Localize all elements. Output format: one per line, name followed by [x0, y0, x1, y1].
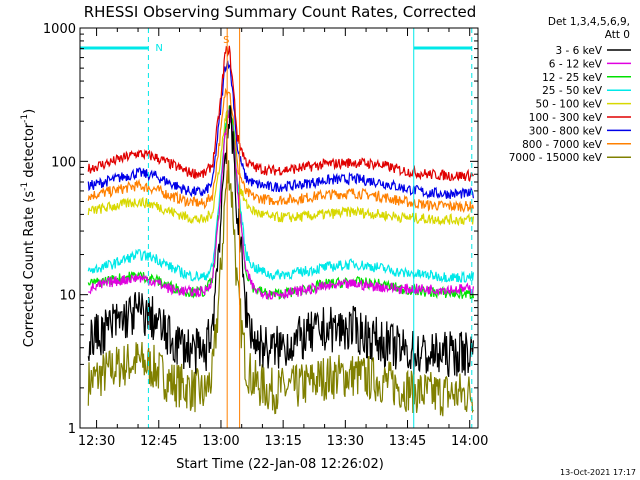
saa-marker-label: S: [223, 35, 229, 46]
legend-header-1: Att 0: [605, 29, 630, 41]
y-axis-label-exp1: -1: [20, 182, 30, 191]
series-line-0: [87, 105, 474, 378]
legend-label-4: 50 - 100 keV: [535, 99, 602, 111]
x-tick-label-1: 12:45: [140, 434, 177, 449]
legend-label-3: 25 - 50 keV: [542, 85, 603, 97]
series-line-8: [87, 160, 474, 417]
x-axis-label: Start Time (22-Jan-08 12:26:02): [176, 457, 384, 472]
legend-label-1: 6 - 12 keV: [549, 58, 603, 70]
legend-header-0: Det 1,3,4,5,6,9,: [548, 16, 630, 28]
legend-label-6: 300 - 800 keV: [529, 125, 603, 137]
time-marker-label-1: N: [155, 43, 162, 54]
series-line-1: [88, 108, 474, 300]
plot-area: NS: [79, 28, 474, 428]
y-tick-label-2: 100: [51, 155, 76, 170]
legend-label-8: 7000 - 15000 keV: [509, 152, 603, 164]
legend-label-2: 12 - 25 keV: [542, 72, 603, 84]
y-axis-label-mid: detector: [22, 122, 37, 182]
legend-label-0: 3 - 6 keV: [555, 45, 602, 57]
x-axis: 12:30 12:45 13:00 13:15 13:30 13:45 14:00: [78, 28, 488, 449]
y-axis-label-main: Corrected Count Rate (s: [22, 191, 37, 348]
x-tick-label-3: 13:15: [264, 434, 301, 449]
series-line-5: [87, 45, 474, 183]
plot-frame: [79, 27, 479, 429]
x-tick-label-2: 13:00: [202, 434, 239, 449]
y-tick-label-3: 1000: [43, 22, 76, 37]
y-tick-label-1: 10: [59, 289, 76, 304]
x-tick-label-0: 12:30: [78, 434, 115, 449]
series-line-6: [87, 60, 474, 200]
legend-label-7: 800 - 7000 keV: [522, 139, 603, 151]
x-tick-label-5: 13:45: [389, 434, 426, 449]
y-axis-label: Corrected Count Rate (s-1 detector-1): [20, 109, 37, 347]
y-tick-label-0: 1: [68, 422, 76, 437]
x-tick-label-6: 14:00: [451, 434, 488, 449]
y-axis: 1 10 100 1000: [43, 22, 478, 437]
timestamp: 13-Oct-2021 17:17: [560, 468, 636, 477]
x-tick-label-4: 13:30: [327, 434, 364, 449]
series-line-7: [87, 87, 474, 214]
y-axis-label-end: ): [22, 109, 37, 114]
y-axis-label-exp2: -1: [20, 114, 30, 123]
legend-label-5: 100 - 300 keV: [529, 112, 603, 124]
series-line-3: [87, 109, 474, 284]
series-line-4: [87, 107, 474, 227]
chart-title: RHESSI Observing Summary Count Rates, Co…: [84, 3, 477, 21]
